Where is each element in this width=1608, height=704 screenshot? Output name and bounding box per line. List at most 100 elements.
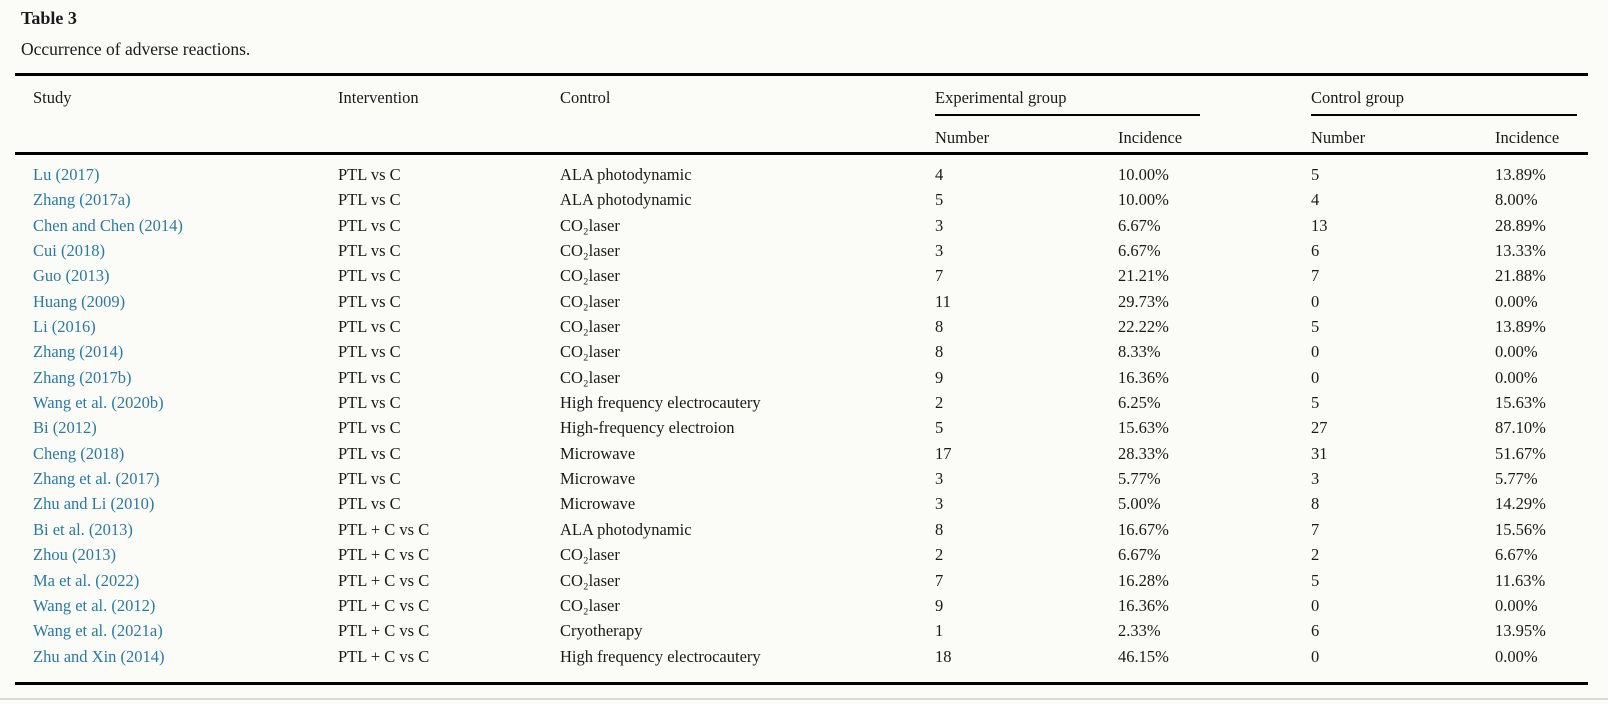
cell-ctrl-number: 2 (1311, 545, 1320, 565)
cell-exp-incidence: 21.21% (1118, 266, 1169, 286)
table-row: Zhu and Xin (2014) PTL + C vs C High frequ… (15, 643, 1589, 685)
cell-control: Microwave (560, 469, 636, 489)
cell-study: Zhu and Xin (2014) (15, 643, 338, 685)
cell-exp-incidence: 28.33% (1118, 443, 1169, 463)
table-row: Cui (2018) PTL vs C CO₂laser 3 6.67% 6 13.33% (15, 238, 1588, 263)
cell-ctrl-number: 4 (1311, 190, 1320, 210)
cell-ctrl-incidence: 0.00% (1495, 367, 1538, 387)
cell-control: ALA photodynamic (560, 519, 692, 539)
cell-ctrl-incidence: 13.33% (1495, 241, 1546, 261)
table-row: Wang et al. (2020b) PTL vs C High frequenc… (15, 390, 1588, 415)
cell-ctrl-number: 5 (1311, 393, 1320, 413)
cell-ctrl-number: 0 (1311, 367, 1320, 387)
cell-control: High frequency electrocautery (560, 643, 935, 685)
cell-ctrl-incidence: 15.56% (1495, 519, 1546, 539)
cell-ctrl-incidence: 28.89% (1495, 215, 1546, 235)
cell-exp-incidence: 16.28% (1118, 570, 1169, 590)
study-citation-link[interactable]: Bi (2012) (33, 418, 97, 438)
cell-study: Wang et al. (2020b) (15, 390, 338, 415)
cell-ctrl-incidence: 14.29% (1495, 494, 1546, 514)
study-citation-link[interactable]: Ma et al. (2022) (33, 570, 140, 590)
study-citation-link[interactable]: Chen and Chen (2014) (33, 215, 183, 235)
cell-exp-incidence: 29.73% (1118, 291, 1169, 311)
table-title: Table 3 (21, 8, 77, 28)
study-citation-link[interactable]: Zhu and Xin (2014) (33, 646, 165, 666)
cell-ctrl-number: 0 (1311, 643, 1496, 685)
table-caption: Occurrence of adverse reactions. (21, 39, 251, 59)
study-citation-link[interactable]: Zhou (2013) (33, 545, 116, 565)
cell-study: Zhou (2013) (15, 542, 338, 567)
study-citation-link[interactable]: Zhang (2014) (33, 342, 124, 362)
cell-study: Wang et al. (2021a) (15, 618, 338, 643)
cell-study: Lu (2017) (15, 154, 338, 188)
cell-ctrl-number: 3 (1311, 469, 1320, 489)
cell-exp-number: 1 (935, 621, 944, 641)
cell-control: Cryotherapy (560, 621, 643, 641)
adverse-reactions-table: Study Intervention Control Experimental … (15, 73, 1589, 685)
col-group-experimental: Experimental group (935, 75, 1311, 116)
study-citation-link[interactable]: Li (2016) (33, 317, 96, 337)
table-row: Zhang (2017a) PTL vs C ALA photodynamic 5 10… (15, 187, 1588, 212)
study-citation-link[interactable]: Wang et al. (2021a) (33, 621, 163, 641)
study-citation-link[interactable]: Zhang et al. (2017) (33, 469, 160, 489)
study-citation-link[interactable]: Cui (2018) (33, 241, 105, 261)
cell-intervention: PTL vs C (338, 342, 401, 362)
page-bottom-rule (0, 698, 1608, 700)
cell-ctrl-number: 8 (1311, 494, 1320, 514)
cell-intervention: PTL + C vs C (338, 570, 430, 590)
cell-ctrl-number: 13 (1311, 215, 1328, 235)
study-citation-link[interactable]: Guo (2013) (33, 266, 110, 286)
cell-study: Ma et al. (2022) (15, 568, 338, 593)
header-row-subcolumns: Number Incidence Number Incidence (15, 116, 1589, 155)
study-citation-link[interactable]: Wang et al. (2020b) (33, 393, 164, 413)
table-row: Chen and Chen (2014) PTL vs C CO₂laser 3 6.6… (15, 213, 1588, 238)
cell-ctrl-incidence: 11.63% (1495, 570, 1546, 590)
cell-exp-number: 3 (935, 469, 944, 489)
cell-study: Zhang et al. (2017) (15, 466, 338, 491)
cell-intervention: PTL + C vs C (338, 595, 430, 615)
cell-intervention: PTL vs C (338, 190, 401, 210)
cell-intervention: PTL vs C (338, 367, 401, 387)
cell-ctrl-incidence: 0.00% (1495, 342, 1538, 362)
cell-intervention: PTL + C vs C (338, 519, 430, 539)
study-citation-link[interactable]: Wang et al. (2012) (33, 595, 156, 615)
cell-study: Zhang (2017b) (15, 365, 338, 390)
cell-ctrl-incidence: 6.67% (1495, 545, 1538, 565)
study-citation-link[interactable]: Huang (2009) (33, 291, 126, 311)
cell-ctrl-number: 6 (1311, 241, 1320, 261)
study-citation-link[interactable]: Bi et al. (2013) (33, 519, 133, 539)
cell-exp-number: 7 (935, 266, 944, 286)
table-row: Cheng (2018) PTL vs C Microwave 17 28.33% 31 5… (15, 441, 1588, 466)
cell-ctrl-incidence: 0.00% (1495, 595, 1538, 615)
cell-control: CO₂laser (560, 367, 620, 387)
cell-study: Zhang (2014) (15, 339, 338, 364)
cell-exp-number: 5 (935, 190, 944, 210)
cell-control: CO₂laser (560, 215, 620, 235)
cell-study: Zhang (2017a) (15, 187, 338, 212)
table-row: Huang (2009) PTL vs C CO₂laser 11 29.73% 0 0.0… (15, 289, 1588, 314)
cell-ctrl-incidence: 15.63% (1495, 393, 1546, 413)
cell-study: Chen and Chen (2014) (15, 213, 338, 238)
cell-study: Cui (2018) (15, 238, 338, 263)
table-header: Study Intervention Control Experimental … (15, 74, 1589, 155)
study-citation-link[interactable]: Cheng (2018) (33, 443, 125, 463)
cell-ctrl-number: 5 (1311, 165, 1320, 184)
table-row: Lu (2017) PTL vs C ALA photodynamic 4 10.00%… (15, 154, 1588, 188)
cell-study: Guo (2013) (15, 263, 338, 288)
cell-control: High frequency electrocautery (560, 393, 761, 413)
study-citation-link[interactable]: Zhu and Li (2010) (33, 494, 155, 514)
study-citation-link[interactable]: Zhang (2017a) (33, 190, 131, 210)
study-citation-link[interactable]: Zhang (2017b) (33, 367, 132, 387)
cell-exp-incidence: 2.33% (1118, 621, 1161, 641)
cell-control: Microwave (560, 443, 636, 463)
cell-control: CO₂laser (560, 595, 620, 615)
cell-intervention: PTL vs C (338, 418, 401, 438)
cell-study: Cheng (2018) (15, 441, 338, 466)
cell-ctrl-incidence: 13.95% (1495, 621, 1546, 641)
cell-ctrl-incidence: 87.10% (1495, 418, 1546, 438)
table-row: Zhang et al. (2017) PTL vs C Microwave 3 5.7… (15, 466, 1588, 491)
cell-ctrl-number: 6 (1311, 621, 1320, 641)
table-row: Zhu and Li (2010) PTL vs C Microwave 3 5.00%… (15, 491, 1588, 516)
cell-ctrl-number: 7 (1311, 266, 1320, 286)
study-citation-link[interactable]: Lu (2017) (33, 165, 100, 184)
